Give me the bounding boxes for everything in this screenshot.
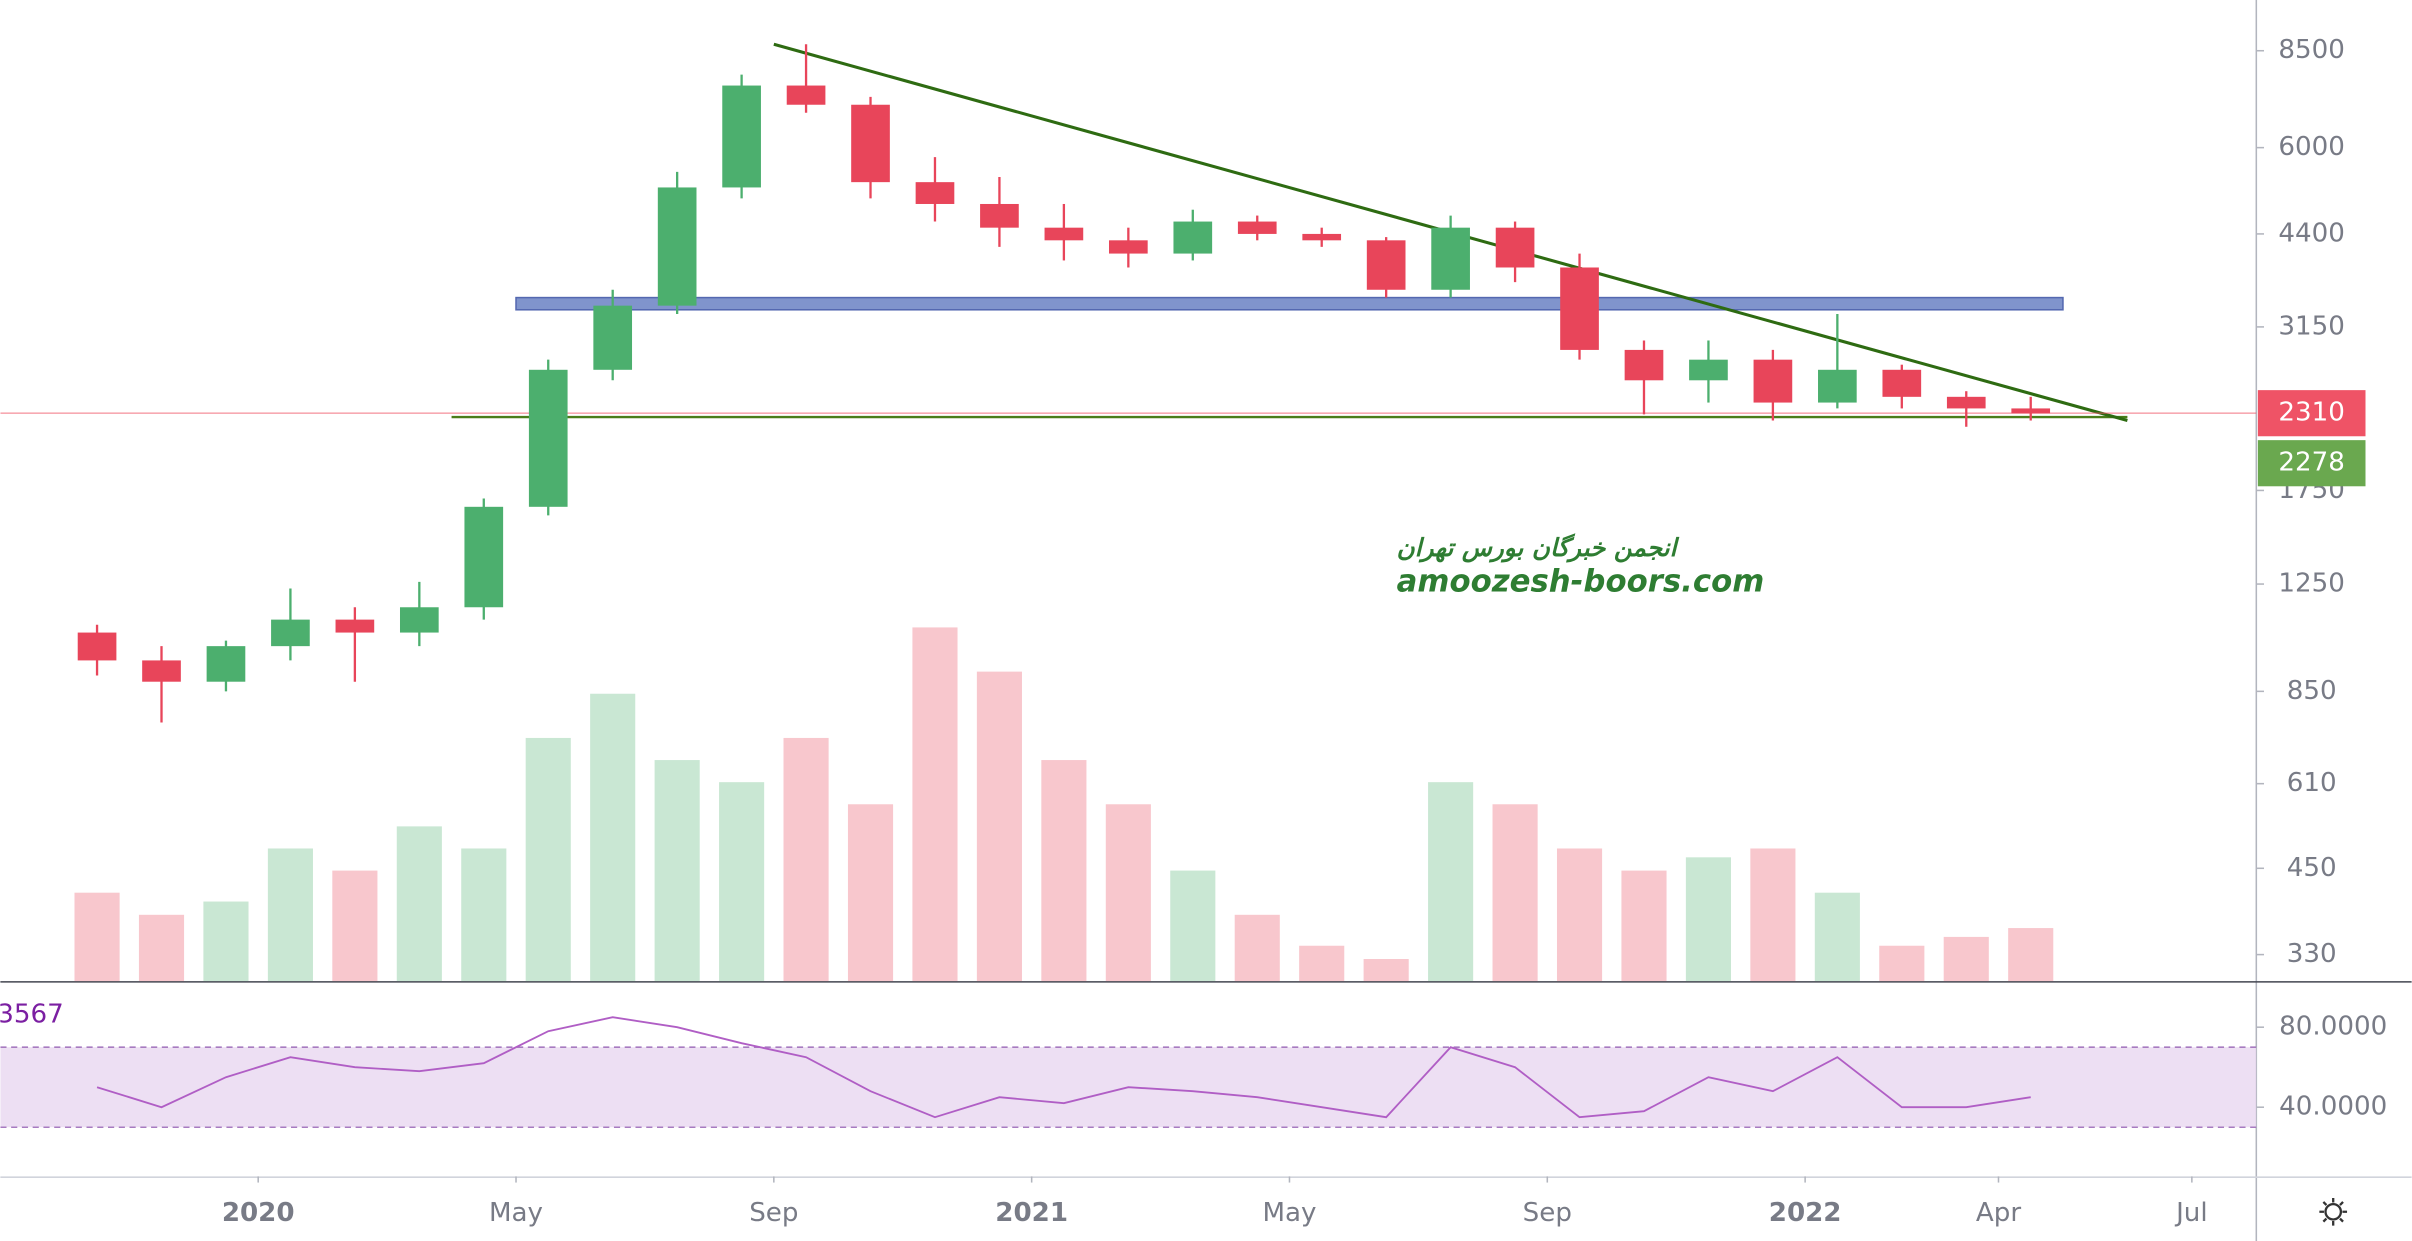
x-tick-label: Sep: [1523, 1198, 1572, 1228]
candle-body: [399, 607, 439, 633]
y-tick-label: 330: [2287, 939, 2337, 969]
candle-body: [722, 85, 761, 188]
x-tick-label: May: [1262, 1198, 1316, 1228]
x-tick-label: Apr: [1976, 1198, 2021, 1228]
candle-body: [1173, 221, 1213, 254]
y-tick-label: 8500: [2278, 35, 2345, 65]
candle-body: [1818, 369, 1857, 403]
volume-bar: [976, 671, 1022, 982]
candle-body: [271, 619, 310, 647]
volume-bar: [332, 870, 378, 982]
x-tick-label: 2021: [995, 1198, 1068, 1228]
volume-bar: [74, 892, 120, 982]
volume-bar: [847, 804, 894, 982]
candle-body: [528, 369, 568, 507]
candle-body: [1495, 227, 1535, 268]
resistance-zone: [515, 296, 2064, 311]
volume-bar: [1814, 892, 1860, 982]
volume-bar: [1041, 760, 1087, 982]
candle-body: [77, 632, 117, 661]
candle-body: [657, 187, 697, 306]
candle-body: [851, 104, 890, 183]
rsi-line: [96, 1016, 2031, 1119]
candle-body: [1946, 396, 1986, 409]
last-price-badge: [2257, 390, 2366, 437]
volume-bar: [396, 826, 442, 982]
volume-bar: [1621, 870, 1667, 982]
volume-bar: [2008, 928, 2054, 982]
y-tick-label: 610: [2287, 768, 2337, 798]
candle-body: [1753, 359, 1793, 403]
candle-body: [1044, 227, 1084, 241]
y-tick-label: 3150: [2278, 311, 2345, 341]
candle-body: [1624, 349, 1664, 381]
y-tick-label: 1250: [2278, 569, 2345, 599]
x-tick-label: Jul: [2174, 1198, 2208, 1228]
rsi-y-tick-label: 40.0000: [2279, 1092, 2387, 1122]
volume-bar: [719, 782, 765, 982]
candle-body: [2011, 408, 2051, 414]
volume-bar: [1943, 936, 1989, 982]
volume-bar: [1556, 848, 1603, 982]
volume-bar: [1234, 914, 1280, 982]
volume-bar: [1492, 804, 1538, 982]
candle-body: [1109, 240, 1148, 254]
candle-body: [464, 506, 504, 608]
volume-bar: [912, 627, 958, 982]
last-price-badge: [2257, 440, 2366, 487]
candle-body: [915, 182, 955, 204]
candle-body: [1560, 267, 1599, 350]
volume-bar: [1750, 848, 1796, 982]
y-tick-label: 6000: [2278, 132, 2345, 162]
candle-body: [1431, 227, 1470, 290]
candle-body: [1302, 233, 1342, 241]
watermark: amoozesh-boors.com: [1397, 563, 1765, 599]
candle-body: [335, 619, 375, 633]
volume-bar: [1105, 804, 1151, 982]
volume-bar: [1428, 782, 1474, 982]
rsi-value-label: 3567: [0, 999, 64, 1029]
volume-bar: [525, 737, 571, 982]
candle-body: [980, 203, 1019, 228]
candle-body: [206, 646, 246, 682]
candle-body: [786, 85, 826, 105]
volume-bar: [783, 737, 829, 982]
x-tick-label: 2022: [1769, 1198, 1842, 1228]
volume-bar: [1363, 959, 1409, 982]
volume-bar: [1299, 945, 1345, 982]
volume-bar: [590, 693, 636, 982]
candle-body: [1882, 369, 1922, 397]
volume-bar: [267, 848, 313, 982]
x-tick-label: May: [489, 1198, 543, 1228]
y-tick-label: 4400: [2278, 218, 2345, 248]
y-tick-label: 850: [2287, 676, 2337, 706]
volume-bar: [1685, 857, 1732, 982]
candle-body: [142, 660, 181, 682]
last-price-label: 2278: [2278, 448, 2345, 478]
rsi-y-tick-label: 80.0000: [2279, 1012, 2387, 1042]
candle-body: [1366, 240, 1406, 290]
candle-body: [1689, 359, 1728, 381]
last-price-label: 2310: [2278, 398, 2345, 428]
settings-icon[interactable]: [2319, 1197, 2348, 1226]
x-tick-label: 2020: [222, 1198, 295, 1228]
candle-body: [593, 305, 633, 370]
watermark: انجمن خبرگان بورس تهران: [1397, 533, 1680, 563]
candle-body: [1237, 221, 1277, 234]
x-tick-label: Sep: [749, 1198, 798, 1228]
volume-bar: [1170, 870, 1216, 982]
volume-bar: [138, 914, 185, 982]
plot-area: 2020 May Sep 2021 May Sep 2022 Apr Jul انجمن خبرگ…: [0, 42, 2257, 1228]
y-tick-label: 450: [2287, 853, 2337, 883]
volume-bar: [1879, 945, 1925, 982]
volume-bar: [654, 760, 700, 982]
volume-bar: [461, 848, 507, 982]
volume-bar: [203, 901, 249, 982]
